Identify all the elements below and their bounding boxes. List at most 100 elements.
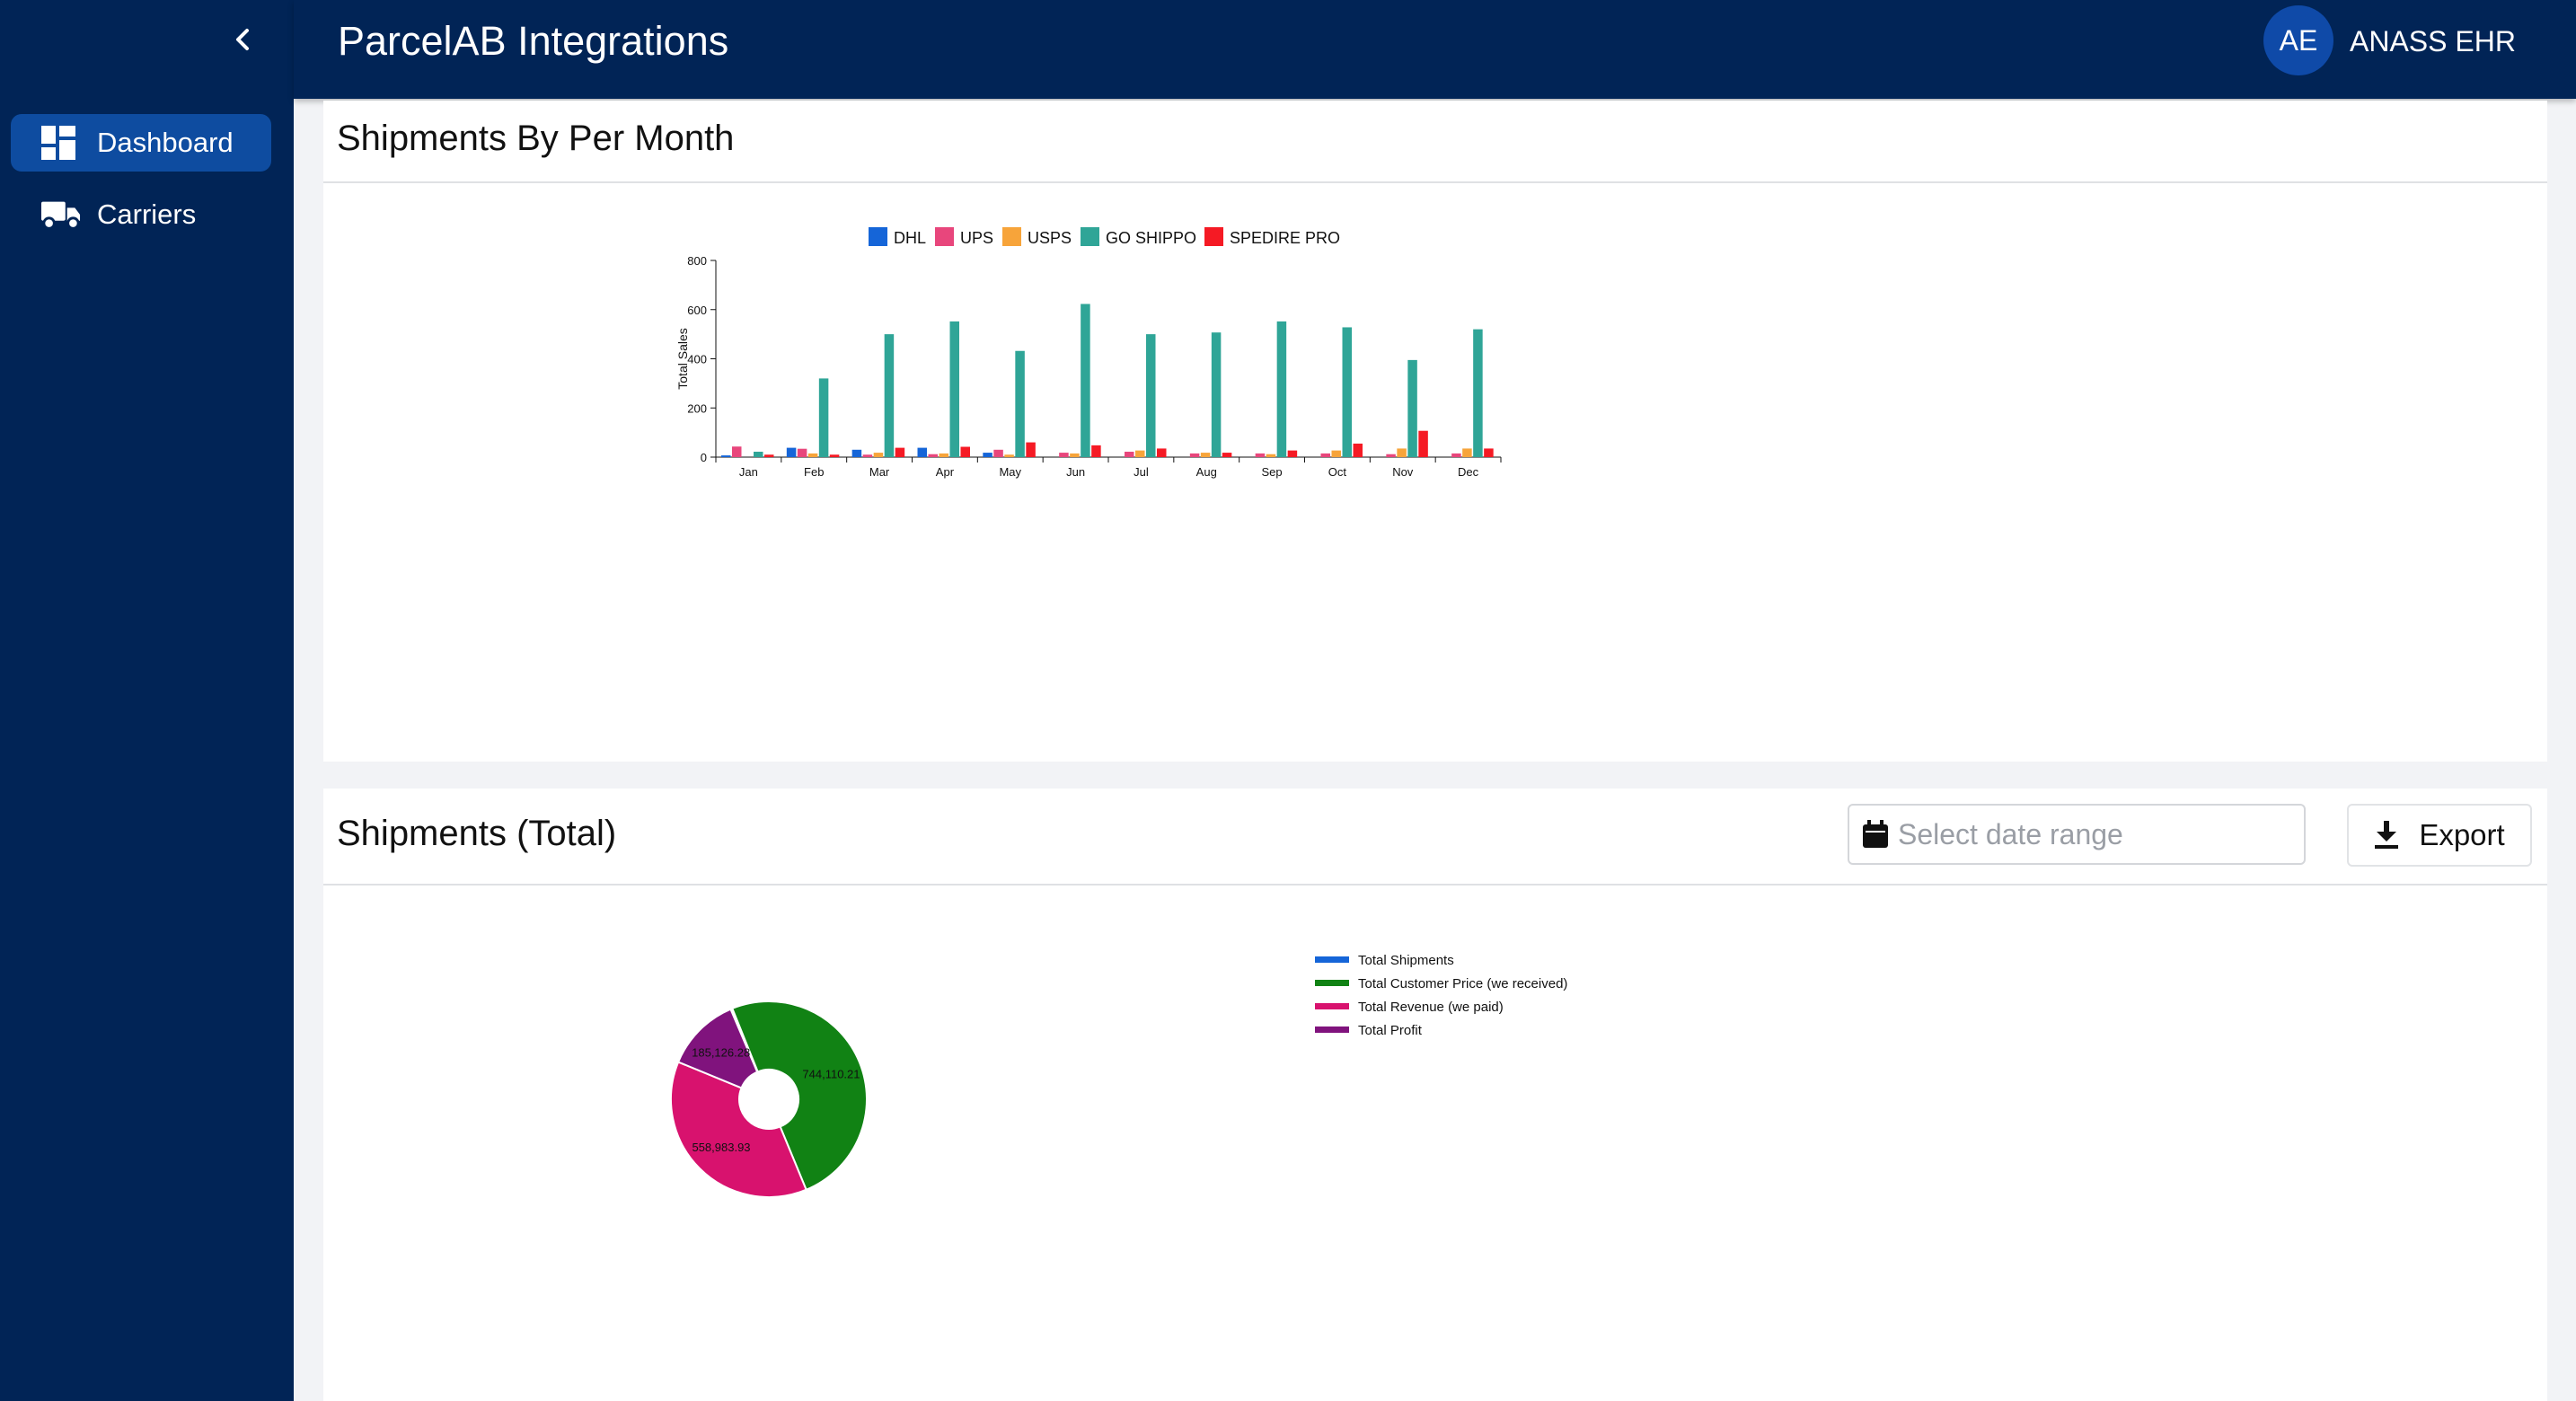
bar [873,453,884,457]
export-label: Export [2419,818,2505,851]
legend-label: USPS [1028,229,1072,247]
bar [1222,453,1232,457]
chevron-left-icon [236,29,249,50]
export-button[interactable]: Export [2347,804,2532,867]
legend-label: DHL [894,229,926,247]
legend-swatch [1315,1003,1349,1009]
sidebar-item-dashboard[interactable]: Dashboard [11,114,271,172]
bar [1059,453,1069,457]
legend-swatch [1081,227,1099,246]
pie-value-label: 185,126.28 [692,1045,750,1059]
bar [1331,450,1341,457]
collapse-sidebar-button[interactable] [223,20,262,59]
bar [1070,453,1080,457]
dashboard-icon [41,126,81,160]
bar [754,451,763,457]
app-title: ParcelAB Integrations [338,18,729,64]
bar [797,448,807,457]
legend-swatch [1315,956,1349,963]
pie-slice [731,1000,869,1191]
bar [960,446,970,457]
user-name[interactable]: ANASS EHR [2350,25,2516,57]
x-tick-label: Jul [1134,465,1149,479]
legend-label: Total Shipments [1358,953,1454,968]
legend-swatch [1204,227,1223,246]
bar [1189,453,1200,457]
pie-value-label: 744,110.21 [802,1068,860,1081]
bar [1287,450,1298,457]
date-range-field[interactable] [1896,816,2295,852]
pie-chart: 744,110.21 558,983.93 185,126.28 Total Ship… [670,953,1567,1198]
legend-label: Total Profit [1358,1023,1423,1038]
y-tick-label: 400 [687,353,707,366]
bar [1407,359,1417,457]
legend-label: Total Revenue (we paid) [1358,1000,1504,1015]
date-range-input[interactable] [1848,804,2306,865]
bar [1342,327,1352,457]
calendar-icon [1863,820,1888,848]
legend-swatch [935,227,954,246]
bar [1397,448,1407,457]
divider [323,181,2547,183]
bar [764,454,774,457]
sidebar-item-label: Carriers [97,198,197,230]
bar [1320,453,1330,457]
bar [1026,442,1036,457]
x-tick-label: Nov [1392,465,1414,479]
pie-value-label: 558,983.93 [692,1141,750,1154]
x-tick-label: Oct [1328,465,1347,479]
top-app-bar: ParcelAB Integrations AE ANASS EHR [294,0,2576,99]
x-tick-label: Dec [1458,465,1479,479]
shipments-total-card: Shipments (Total) Export 744,110.21 558,9… [323,789,2547,1401]
bar [993,449,1003,457]
bar [732,446,742,457]
bar [1353,443,1363,457]
y-tick-label: 600 [687,304,707,317]
bar [1146,334,1156,457]
y-tick-label: 800 [687,254,707,268]
legend-label: Total Customer Price (we received) [1358,976,1567,991]
sidebar-item-carriers[interactable]: Carriers [11,186,271,243]
legend-swatch [1002,227,1021,246]
bar [1418,430,1428,457]
bar [1473,329,1483,457]
x-tick-label: Apr [936,465,955,479]
bar [928,454,938,457]
pie-slice [677,1008,759,1089]
bar [1015,350,1025,457]
legend-label: UPS [960,229,993,247]
divider [323,884,2547,886]
pie-slice [670,1061,807,1198]
bar [1125,451,1134,457]
download-icon [2374,821,2399,850]
bar [1451,453,1461,457]
bar [949,321,959,457]
bar [917,447,927,457]
bar [721,455,731,457]
x-tick-label: May [999,465,1021,479]
bar [851,449,862,457]
bar [1266,454,1276,457]
bar [1255,453,1266,457]
bar [884,334,895,457]
bar [818,378,829,457]
y-tick-label: 0 [701,451,707,464]
x-tick-label: Mar [869,465,890,479]
bar [939,453,948,457]
sidebar: Dashboard Carriers [0,0,294,1401]
bar [1091,445,1101,457]
bar [786,447,797,457]
bar [1081,304,1090,457]
avatar[interactable]: AE [2263,5,2333,75]
bar [1004,454,1014,457]
bar [1386,454,1396,457]
shipments-per-month-card: Shipments By Per Month DHL UPS USPS GO SHIP… [323,101,2547,762]
card-title: Shipments (Total) [337,814,617,853]
bar [983,453,992,457]
legend-swatch [869,227,887,246]
bar [807,453,818,457]
x-tick-label: Aug [1196,465,1217,479]
bar [829,454,840,457]
bar [862,454,873,457]
x-tick-label: Jun [1066,465,1085,479]
